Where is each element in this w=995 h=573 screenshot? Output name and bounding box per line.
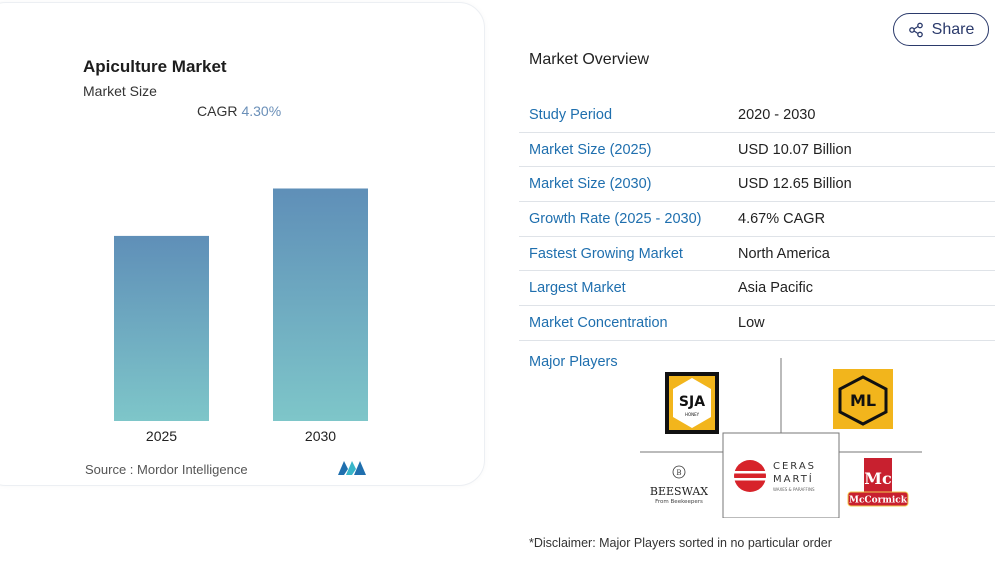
row-label[interactable]: Market Concentration xyxy=(529,314,668,331)
source-value: Mordor Intelligence xyxy=(137,462,248,477)
row-value: 2020 - 2030 xyxy=(738,106,816,123)
x-tick-label: 2025 xyxy=(146,428,177,444)
row-value: USD 12.65 Billion xyxy=(738,176,852,193)
disclaimer: *Disclaimer: Major Players sorted in no … xyxy=(529,536,832,550)
bar-chart: 2025 2030 xyxy=(114,188,368,444)
chart-subtitle: Market Size xyxy=(83,83,157,99)
row-value: North America xyxy=(738,245,830,262)
ceras-line3: WAXES & PARAFFINS xyxy=(773,487,815,492)
row-label[interactable]: Largest Market xyxy=(529,280,626,297)
sja-honey-logo[interactable]: SJA HONEY xyxy=(665,372,719,434)
mccormick-logo[interactable]: Mc McCormick xyxy=(847,458,909,507)
source-label: Source : xyxy=(85,462,134,477)
share-label: Share xyxy=(931,20,975,38)
beeswax-sub: From Beekeepers xyxy=(655,499,703,505)
table-row: Fastest Growing Market North America xyxy=(519,237,995,272)
cagr-label: CAGR 4.30% xyxy=(197,103,281,119)
chart-title: Apiculture Market xyxy=(83,57,227,76)
row-value: Asia Pacific xyxy=(738,280,813,297)
bar-2030 xyxy=(273,188,368,421)
row-value: 4.67% CAGR xyxy=(738,210,826,227)
beeswax-badge: B xyxy=(676,469,681,477)
ml-logo-text: ML xyxy=(850,391,876,410)
ceras-line2: MARTÍ xyxy=(773,472,814,485)
cagr-text: CAGR xyxy=(197,103,238,119)
table-row: Growth Rate (2025 - 2030) 4.67% CAGR xyxy=(519,202,995,237)
overview-table: Study Period 2020 - 2030 Market Size (20… xyxy=(519,98,995,341)
share-icon xyxy=(908,22,923,37)
ceras-line1: CERAS xyxy=(773,461,816,472)
table-row: Largest Market Asia Pacific xyxy=(519,271,995,307)
source-note: Source : Mordor Intelligence xyxy=(85,462,248,477)
share-button[interactable]: Share xyxy=(893,13,989,46)
row-label[interactable]: Market Size (2030) xyxy=(529,176,652,193)
row-label[interactable]: Study Period xyxy=(529,106,613,123)
row-value: USD 10.07 Billion xyxy=(738,141,852,158)
mccormick-text: McCormick xyxy=(849,496,908,506)
major-players-label[interactable]: Major Players xyxy=(529,354,618,370)
mccormick-mark: Mc xyxy=(864,469,892,488)
row-label[interactable]: Growth Rate (2025 - 2030) xyxy=(529,210,702,227)
table-row: Market Concentration Low xyxy=(519,306,995,341)
ceras-marti-logo[interactable]: CERAS MARTÍ WAXES & PARAFFINS xyxy=(734,460,816,492)
cagr-value: 4.30% xyxy=(241,103,282,119)
major-players-logos: SJA HONEY ML B BEESWAX From Beekeepers C… xyxy=(640,358,922,518)
bar-2025 xyxy=(114,235,209,421)
x-tick-label: 2030 xyxy=(305,428,336,444)
sja-logo-sub: HONEY xyxy=(685,412,700,417)
table-row: Market Size (2030) USD 12.65 Billion xyxy=(519,167,995,203)
overview-title: Market Overview xyxy=(529,51,650,68)
mordor-logo-icon xyxy=(338,461,366,475)
chart-card xyxy=(0,2,485,486)
row-value: Low xyxy=(738,314,765,331)
table-row: Study Period 2020 - 2030 xyxy=(519,98,995,133)
ml-logo[interactable]: ML xyxy=(833,369,893,429)
row-label[interactable]: Fastest Growing Market xyxy=(529,245,683,262)
row-label[interactable]: Market Size (2025) xyxy=(529,141,652,158)
table-row: Market Size (2025) USD 10.07 Billion xyxy=(519,133,995,168)
sja-logo-text: SJA xyxy=(679,394,705,410)
beeswax-logo[interactable]: B BEESWAX From Beekeepers xyxy=(650,465,708,505)
beeswax-text: BEESWAX xyxy=(650,485,708,498)
